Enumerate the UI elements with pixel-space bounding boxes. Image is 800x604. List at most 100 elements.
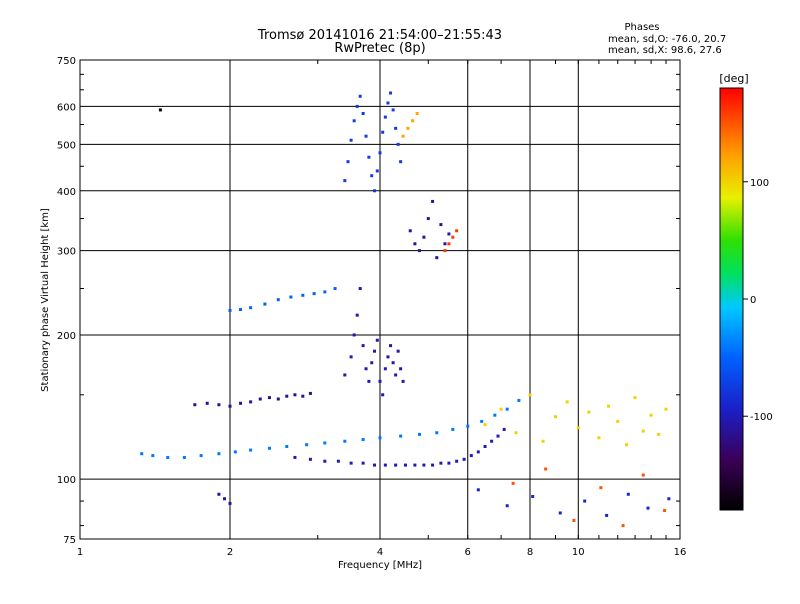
data-point [383, 463, 387, 467]
data-point [541, 439, 545, 443]
y-tick-label: 500 [57, 140, 76, 151]
chart-title: Tromsø 20141016 21:54:00–21:55:43 [257, 28, 502, 43]
data-point [223, 497, 227, 501]
data-point [490, 439, 494, 443]
colorbar-tick-label: 0 [750, 295, 756, 306]
data-point [439, 461, 443, 465]
data-point [361, 461, 365, 465]
data-point [399, 434, 403, 438]
data-point [396, 349, 400, 353]
data-point [355, 313, 359, 317]
data-point [233, 450, 237, 454]
data-point [358, 287, 362, 291]
x-tick-label: 2 [227, 547, 233, 558]
data-point [367, 155, 371, 159]
data-point [399, 367, 403, 371]
data-point [426, 217, 430, 221]
data-point [443, 242, 447, 246]
data-point [367, 379, 371, 383]
data-point [336, 459, 340, 463]
data-point [263, 302, 267, 306]
y-tick-label: 750 [57, 56, 76, 67]
data-point [451, 427, 455, 431]
data-point [378, 151, 382, 155]
data-point [476, 450, 480, 454]
data-point [417, 249, 421, 253]
data-point [301, 293, 305, 297]
data-point [394, 373, 398, 377]
data-point [422, 235, 426, 239]
data-point [352, 119, 356, 123]
data-point [396, 142, 400, 146]
data-point [531, 494, 535, 498]
data-point [285, 444, 289, 448]
data-point [349, 355, 353, 359]
colorbar-unit: [deg] [719, 72, 748, 85]
data-point [193, 403, 197, 407]
data-point [469, 454, 473, 458]
data-point [401, 379, 405, 383]
data-point [364, 134, 368, 138]
data-point [383, 115, 387, 119]
data-point [411, 119, 415, 123]
data-point [499, 407, 503, 411]
data-point [633, 396, 637, 400]
data-point [455, 229, 459, 233]
data-point [249, 448, 253, 452]
data-point [517, 398, 521, 402]
data-point [391, 361, 395, 365]
phase-stats-x: mean, sd,X: 98.6, 27.6 [608, 45, 722, 56]
x-tick-label: 1 [77, 547, 83, 558]
data-point [343, 439, 347, 443]
data-point [417, 432, 421, 436]
data-point [228, 308, 232, 312]
chart-subtitle: RwPretec (8p) [334, 41, 425, 56]
data-point [381, 393, 385, 397]
data-point [375, 338, 379, 342]
colorbar-ticks: 100 0 -100 [743, 178, 773, 423]
data-point [408, 229, 412, 233]
data-point [493, 413, 497, 417]
data-point [476, 488, 480, 492]
data-point [249, 400, 253, 404]
data-point [378, 436, 382, 440]
phase-stats-heading: Phases [624, 22, 659, 33]
data-point [422, 463, 426, 467]
data-point [239, 308, 243, 312]
data-point [285, 394, 289, 398]
data-point [383, 367, 387, 371]
data-point [583, 499, 587, 503]
data-point [370, 361, 374, 365]
data-point [158, 108, 162, 112]
data-point [599, 486, 603, 490]
data-point [381, 130, 385, 134]
data-point [358, 94, 362, 98]
data-point [308, 457, 312, 461]
colorbar [719, 87, 744, 511]
data-point [451, 235, 455, 239]
data-point [276, 298, 280, 302]
y-tick-label: 200 [57, 331, 76, 342]
data-point [641, 473, 645, 477]
data-point [151, 454, 155, 458]
y-tick-label: 100 [57, 475, 76, 486]
data-point [308, 391, 312, 395]
data-point [249, 306, 253, 310]
data-point [205, 401, 209, 405]
data-point [605, 513, 609, 517]
data-point [403, 463, 407, 467]
data-point [364, 367, 368, 371]
data-point [435, 431, 439, 435]
data-point [349, 461, 353, 465]
data-point [483, 444, 487, 448]
data-point [386, 101, 390, 105]
colorbar-tick-label: 100 [750, 178, 769, 189]
data-point [258, 397, 262, 401]
data-point [505, 407, 509, 411]
data-point [217, 492, 221, 496]
data-point [505, 504, 509, 508]
data-point [455, 459, 459, 463]
data-point [466, 424, 470, 428]
data-point [217, 452, 221, 456]
